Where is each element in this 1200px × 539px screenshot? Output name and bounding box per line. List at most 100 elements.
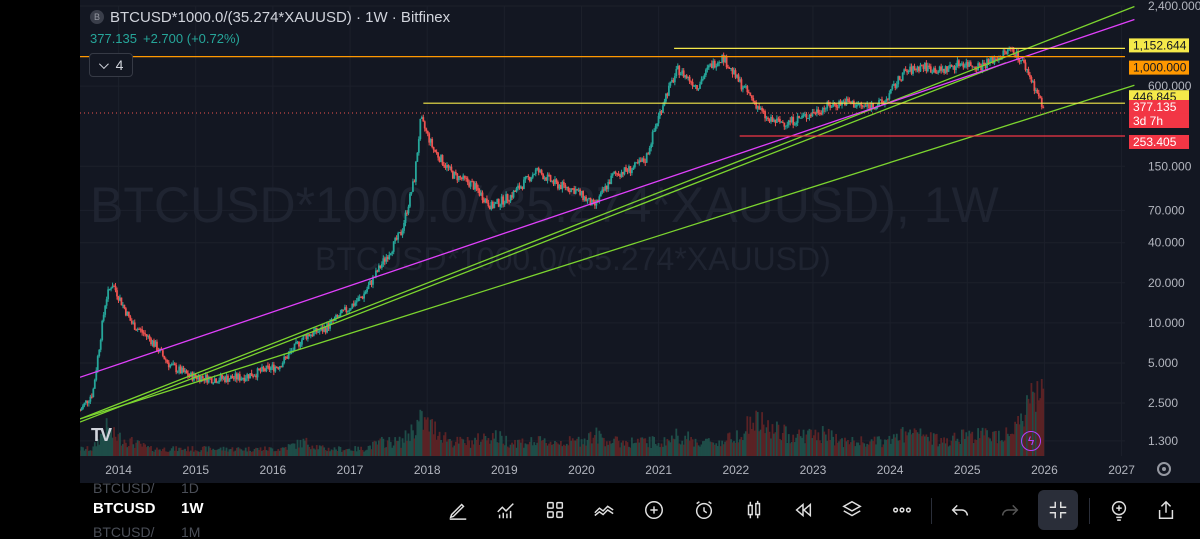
volume-bar bbox=[777, 424, 780, 456]
candle-body bbox=[493, 203, 496, 209]
indicators-toggle-button[interactable]: 4 bbox=[89, 53, 133, 77]
candle-body bbox=[246, 374, 249, 379]
candle-body bbox=[931, 72, 934, 74]
candle-body bbox=[477, 187, 479, 191]
candle-body bbox=[790, 117, 793, 123]
candle-body bbox=[324, 327, 327, 333]
candle-body bbox=[977, 63, 980, 71]
y-tick-label: 20.000 bbox=[1148, 276, 1185, 290]
candle-body bbox=[792, 117, 795, 125]
undo-icon[interactable] bbox=[947, 497, 973, 523]
candle-body bbox=[413, 181, 416, 183]
volume-bar bbox=[249, 450, 252, 456]
volume-bar bbox=[491, 433, 494, 456]
volume-bar bbox=[586, 439, 589, 456]
volume-bar bbox=[906, 435, 909, 456]
volume-bar bbox=[727, 433, 729, 456]
volume-bar bbox=[407, 433, 410, 456]
y-tick-label: 5.000 bbox=[1148, 356, 1178, 370]
redo-icon[interactable] bbox=[997, 497, 1023, 523]
volume-bar bbox=[87, 450, 90, 456]
candle-body bbox=[836, 106, 839, 108]
candle-body bbox=[574, 189, 577, 194]
trendlines[interactable] bbox=[80, 5, 1135, 423]
add-icon[interactable] bbox=[641, 497, 667, 523]
volume-bar bbox=[213, 449, 216, 456]
volume-bars bbox=[80, 378, 1045, 456]
candle-body bbox=[814, 113, 817, 115]
fullscreen-exit-icon[interactable] bbox=[1038, 490, 1078, 530]
candle-body bbox=[784, 125, 787, 127]
volume-bar bbox=[1015, 423, 1018, 456]
candle-body bbox=[224, 377, 226, 382]
volume-bar bbox=[366, 449, 368, 456]
candle-body bbox=[548, 174, 550, 176]
candle-body bbox=[119, 297, 121, 301]
more-icon[interactable] bbox=[889, 497, 915, 523]
volume-bar bbox=[465, 445, 468, 456]
candle-body bbox=[218, 380, 220, 383]
candle-body bbox=[759, 108, 762, 110]
gear-icon[interactable] bbox=[1157, 462, 1171, 476]
candle-body bbox=[736, 74, 738, 78]
candle-body bbox=[892, 84, 895, 86]
volume-bar bbox=[989, 438, 991, 456]
replay-icon[interactable] bbox=[790, 497, 816, 523]
candle-body bbox=[345, 307, 348, 312]
candle-body bbox=[267, 365, 269, 367]
volume-bar bbox=[682, 444, 685, 456]
volume-bar bbox=[823, 431, 826, 456]
volume-bar bbox=[997, 430, 1000, 456]
alert-icon[interactable] bbox=[691, 497, 717, 523]
volume-bar bbox=[605, 441, 608, 456]
candle-body bbox=[691, 81, 694, 87]
idea-icon[interactable] bbox=[1106, 497, 1132, 523]
timeframe-ghost-prev[interactable]: BTCUSD/ 1D bbox=[93, 480, 199, 496]
candle-body bbox=[767, 117, 769, 120]
volume-bar bbox=[651, 436, 654, 456]
indicators-icon[interactable] bbox=[493, 497, 519, 523]
share-icon[interactable] bbox=[1153, 497, 1179, 523]
candle-body bbox=[749, 92, 752, 96]
candle-body bbox=[703, 75, 706, 79]
compare-icon[interactable] bbox=[591, 497, 617, 523]
candle-style-icon[interactable] bbox=[741, 497, 767, 523]
candle-body bbox=[990, 56, 993, 61]
timeframe-ghost-next[interactable]: BTCUSD/ 1M bbox=[93, 524, 200, 539]
volume-bar bbox=[176, 451, 179, 456]
layers-icon[interactable] bbox=[839, 497, 865, 523]
candle-body bbox=[429, 138, 432, 143]
volume-bar bbox=[599, 433, 602, 456]
volume-bar bbox=[108, 435, 111, 456]
symbol-logo[interactable]: B bbox=[90, 10, 104, 24]
volume-bar bbox=[848, 444, 851, 456]
templates-icon[interactable] bbox=[542, 497, 568, 523]
volume-bar bbox=[585, 445, 587, 456]
candle-body bbox=[311, 334, 314, 336]
volume-bar bbox=[116, 440, 118, 456]
timeframe-current[interactable]: BTCUSD 1W bbox=[93, 500, 204, 517]
pencil-icon[interactable] bbox=[445, 497, 471, 523]
volume-bar bbox=[771, 424, 774, 456]
price-chart[interactable]: BTCUSD*1000.0/(35.274*XAUUSD), 1W BTCUSD… bbox=[80, 0, 1200, 483]
lightning-icon[interactable]: ϟ bbox=[1021, 431, 1041, 451]
candle-body bbox=[290, 350, 293, 352]
volume-bar bbox=[184, 448, 186, 456]
candle-body bbox=[474, 183, 476, 190]
candle-body bbox=[855, 104, 858, 107]
candle-body bbox=[104, 305, 107, 315]
candle-body bbox=[232, 378, 235, 380]
candle-body bbox=[141, 329, 144, 333]
candle-body bbox=[645, 153, 648, 163]
horizontal-levels[interactable] bbox=[80, 47, 1125, 137]
candle-body bbox=[551, 180, 553, 182]
volume-bar bbox=[894, 437, 897, 456]
volume-bar bbox=[811, 438, 814, 456]
candle-body bbox=[697, 88, 700, 90]
symbol-title[interactable]: BTCUSD*1000.0/(35.274*XAUUSD) · 1W · Bit… bbox=[110, 8, 451, 26]
volume-bar bbox=[253, 449, 256, 456]
candle-body bbox=[450, 166, 453, 171]
volume-bar bbox=[641, 437, 644, 456]
volume-bar bbox=[670, 435, 673, 456]
candle-body bbox=[830, 106, 833, 108]
